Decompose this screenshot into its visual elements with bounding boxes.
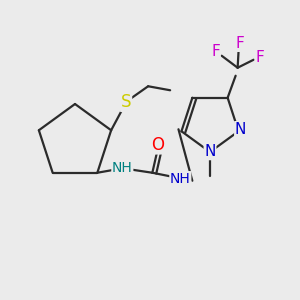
Text: S: S [121, 93, 131, 111]
Text: NH: NH [170, 172, 191, 186]
Text: F: F [255, 50, 264, 65]
Text: N: N [235, 122, 246, 137]
Text: O: O [151, 136, 164, 154]
Text: NH: NH [112, 161, 133, 175]
Text: F: F [235, 36, 244, 51]
Text: F: F [211, 44, 220, 59]
Text: N: N [204, 145, 216, 160]
